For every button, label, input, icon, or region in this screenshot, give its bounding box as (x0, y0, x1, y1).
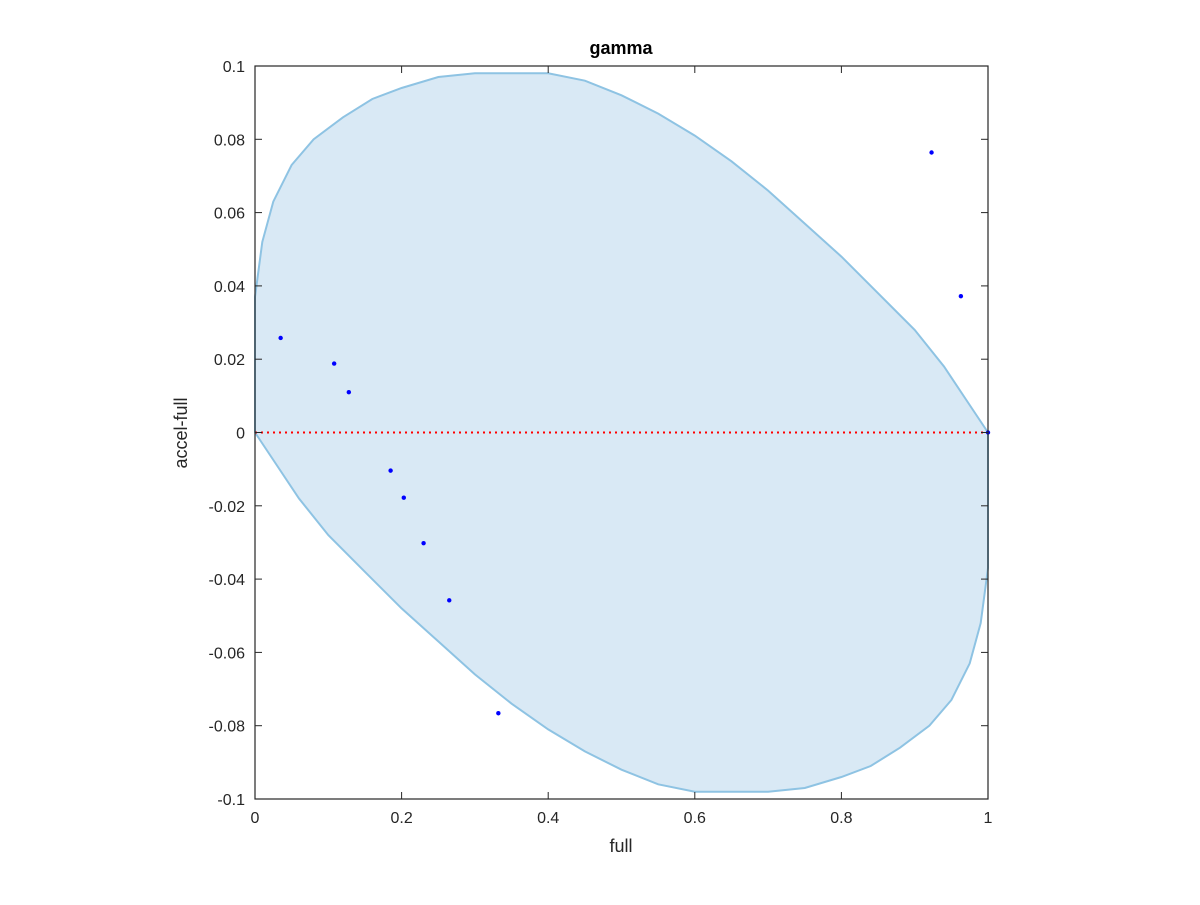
x-tick-label: 0.2 (390, 810, 412, 827)
data-point (278, 335, 283, 341)
marker-layer (278, 150, 991, 716)
data-point (401, 495, 406, 500)
y-tick-label: 0.02 (214, 352, 245, 369)
data-point (496, 711, 501, 716)
y-axis-label: accel-full (171, 397, 191, 468)
y-tick-label: 0.1 (223, 59, 245, 76)
y-tick-label: -0.1 (217, 792, 245, 809)
data-point (929, 150, 934, 155)
data-point (421, 540, 426, 546)
y-tick-label: 0 (236, 426, 245, 443)
plot-area (254, 72, 989, 793)
x-tick-label: 0.8 (830, 810, 852, 827)
data-point (447, 598, 452, 603)
x-axis-label: full (609, 836, 632, 856)
y-tick-label: -0.08 (209, 719, 246, 736)
data-point (388, 468, 393, 473)
y-tick-label: -0.06 (209, 645, 246, 662)
x-tick-label: 0.4 (537, 810, 559, 827)
y-tick-label: 0.08 (214, 132, 245, 149)
tick-layer: 0 0.2 0.4 0.6 0.8 1 -0.1 -0.08 -0.06 -0.04 -0.02 0 0… (209, 59, 993, 827)
data-point (331, 361, 337, 366)
y-tick-label: 0.04 (214, 279, 245, 296)
x-tick-label: 1 (984, 810, 993, 827)
y-tick-label: -0.02 (209, 499, 246, 516)
data-point (958, 293, 964, 299)
x-tick-label: 0.6 (684, 810, 706, 827)
y-tick-label: 0.06 (214, 206, 245, 223)
data-point (346, 389, 352, 395)
y-tick-label: -0.04 (209, 572, 246, 589)
chart-title: gamma (589, 38, 653, 58)
x-tick-label: 0 (251, 810, 260, 827)
